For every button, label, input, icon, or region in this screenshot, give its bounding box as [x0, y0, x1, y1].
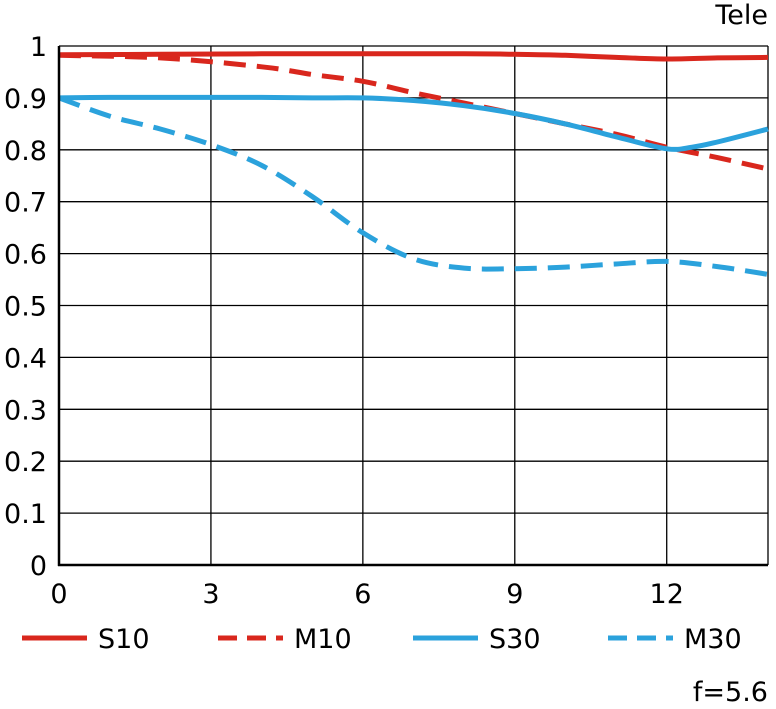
- x-tick-label: 3: [202, 579, 219, 610]
- x-tick-label: 12: [650, 579, 684, 610]
- y-tick-label: 0.7: [4, 188, 47, 219]
- y-tick-label: 0.3: [4, 395, 47, 426]
- axes: [57, 46, 768, 567]
- grid-lines: [58, 45, 769, 566]
- x-tick-label: 6: [354, 579, 371, 610]
- y-tick-label: 0.4: [4, 343, 47, 374]
- y-tick-label: 0.8: [4, 136, 47, 167]
- legend-label-m30: M30: [684, 624, 742, 655]
- y-tick-label: 0.2: [4, 447, 47, 478]
- legend-label-m10: M10: [294, 624, 352, 655]
- y-tick-label: 0.9: [4, 84, 47, 115]
- series-layer: [58, 51, 769, 277]
- tick-labels: 0 0.1 0.2 0.3 0.4 0.5 0.6 0.7 0.8 0.9 1 0 3 6 9 12: [4, 32, 684, 610]
- series-line-m30: [58, 95, 769, 277]
- series-line-s30: [58, 94, 769, 152]
- series-line-s10: [58, 51, 769, 62]
- y-tick-label: 0.6: [4, 240, 47, 271]
- y-tick-label: 1: [30, 32, 47, 63]
- y-tick-label: 0: [30, 551, 47, 582]
- x-tick-label: 9: [506, 579, 523, 610]
- y-tick-label: 0.5: [4, 292, 47, 323]
- legend-label-s30: S30: [489, 624, 541, 655]
- y-tick-label: 0.1: [4, 499, 47, 530]
- x-tick-label: 0: [50, 579, 67, 610]
- series-line-m10: [58, 52, 769, 172]
- legend-label-s10: S10: [98, 624, 150, 655]
- legend: S10 M10 S30 M30: [22, 624, 742, 655]
- chart-title: Tele: [714, 0, 768, 31]
- aperture-label: f=5.6: [693, 677, 768, 708]
